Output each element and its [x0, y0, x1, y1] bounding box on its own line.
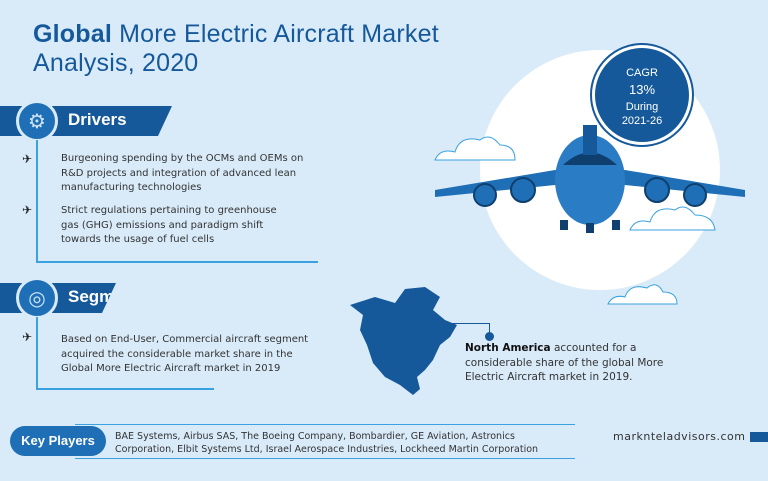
divider: [36, 388, 214, 390]
airplane-icon: ✈: [22, 330, 33, 344]
page-title: Global More Electric Aircraft Market Anal…: [33, 20, 439, 77]
driver-item: Strict regulations pertaining to greenho…: [61, 205, 277, 245]
key-players-list: BAE Systems, Airbus SAS, The Boeing Comp…: [115, 431, 539, 455]
cloud-icon: [629, 206, 716, 231]
segment-item: Based on End-User, Commercial aircraft s…: [61, 334, 309, 374]
divider: [36, 261, 318, 263]
airplane-icon: ✈: [22, 152, 33, 166]
divider: [36, 317, 38, 389]
region-callout: North America accounted for a considerab…: [465, 342, 664, 383]
cagr-period: 2021-26: [621, 115, 663, 127]
north-america-map: [350, 287, 457, 395]
divider: [75, 424, 575, 425]
airplane-icon: ✈: [22, 203, 33, 217]
key-players-label: Key Players: [10, 426, 106, 456]
connector-line: [447, 323, 489, 324]
segment-heading: Segment: [68, 287, 140, 306]
cloud-icon: [434, 136, 516, 161]
footer-bar: [750, 432, 768, 442]
website-link[interactable]: marknteladvisors.com: [613, 430, 746, 443]
cagr-value: 13%: [628, 82, 656, 97]
cagr-badge: CAGR 13% During 2021-26: [592, 45, 692, 145]
gears-icon: ⚙: [16, 100, 58, 142]
divider: [36, 140, 38, 262]
airplane-illustration: [435, 125, 745, 233]
divider: [75, 458, 575, 459]
connector-dot: [485, 332, 494, 341]
cagr-label: CAGR: [626, 67, 658, 79]
cagr-during: During: [625, 101, 659, 113]
drivers-heading: Drivers: [68, 110, 127, 129]
segment-icon: ◎: [16, 277, 58, 319]
connector-line: [489, 323, 490, 335]
cloud-icon: [607, 284, 678, 305]
driver-item: Burgeoning spending by the OCMs and OEMs…: [61, 153, 304, 193]
